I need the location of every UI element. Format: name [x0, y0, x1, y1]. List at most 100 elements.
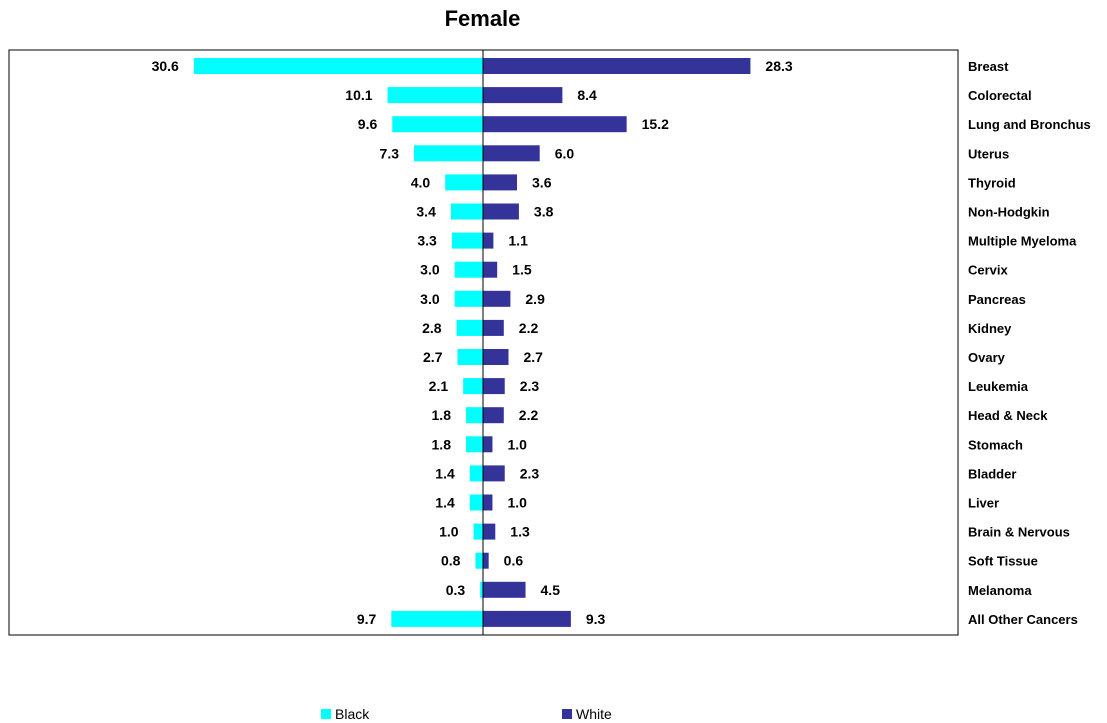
bar-white-bladder [483, 465, 505, 482]
category-label-cervix: Cervix [968, 263, 1009, 278]
legend-swatch-white [562, 709, 572, 719]
bar-black-head-and-neck [465, 407, 483, 424]
legend-label-white: White [576, 706, 612, 722]
label-white-stomach: 1.0 [507, 436, 527, 452]
category-label-liver: Liver [968, 496, 999, 511]
legend-item-black: Black [321, 705, 369, 723]
bar-black-pancreas [454, 290, 483, 307]
label-white-liver: 1.0 [507, 495, 527, 511]
label-white-lung-and-bronchus: 15.2 [642, 116, 669, 132]
bar-white-pancreas [483, 290, 511, 307]
category-label-brain-and-nervous: Brain & Nervous [968, 525, 1070, 540]
label-black-uterus: 7.3 [380, 145, 400, 161]
category-label-breast: Breast [968, 59, 1009, 74]
bar-black-lung-and-bronchus [392, 116, 483, 133]
bar-black-brain-and-nervous [473, 523, 483, 540]
label-black-bladder: 1.4 [435, 465, 455, 481]
label-white-non-hodgkin: 3.8 [534, 204, 554, 220]
bar-black-thyroid [445, 174, 483, 191]
label-white-cervix: 1.5 [512, 262, 532, 278]
label-white-melanoma: 4.5 [541, 582, 561, 598]
bar-black-bladder [469, 465, 483, 482]
bar-white-cervix [483, 261, 498, 278]
label-black-leukemia: 2.1 [429, 378, 449, 394]
label-white-bladder: 2.3 [520, 465, 540, 481]
label-black-cervix: 3.0 [420, 262, 440, 278]
bar-white-melanoma [483, 581, 526, 598]
bar-black-kidney [456, 319, 483, 336]
bar-black-multiple-myeloma [451, 232, 483, 249]
bar-white-head-and-neck [483, 407, 504, 424]
label-black-colorectal: 10.1 [345, 87, 372, 103]
label-black-head-and-neck: 1.8 [432, 407, 452, 423]
label-black-breast: 30.6 [152, 58, 179, 74]
label-white-brain-and-nervous: 1.3 [510, 524, 530, 540]
label-white-ovary: 2.7 [524, 349, 544, 365]
bar-black-all-other-cancers [391, 610, 483, 627]
label-black-non-hodgkin: 3.4 [416, 204, 436, 220]
label-white-all-other-cancers: 9.3 [586, 611, 606, 627]
label-white-thyroid: 3.6 [532, 174, 552, 190]
bar-white-ovary [483, 349, 509, 365]
bar-white-multiple-myeloma [483, 232, 494, 249]
label-black-melanoma: 0.3 [446, 582, 466, 598]
category-label-soft-tissue: Soft Tissue [968, 554, 1038, 569]
label-white-uterus: 6.0 [555, 145, 575, 161]
label-black-ovary: 2.7 [423, 349, 443, 365]
bar-white-leukemia [483, 378, 505, 395]
category-label-stomach: Stomach [968, 437, 1023, 452]
bar-white-soft-tissue [483, 552, 489, 569]
label-white-soft-tissue: 0.6 [504, 553, 524, 569]
bar-black-liver [469, 494, 483, 511]
label-black-liver: 1.4 [435, 495, 455, 511]
bar-white-non-hodgkin [483, 203, 519, 220]
legend-swatch-black [321, 709, 331, 719]
legend-label-black: Black [335, 706, 370, 722]
category-label-non-hodgkin: Non-Hodgkin [968, 205, 1050, 220]
label-white-multiple-myeloma: 1.1 [508, 233, 528, 249]
category-label-kidney: Kidney [968, 321, 1012, 336]
bar-black-ovary [457, 349, 483, 365]
bar-white-colorectal [483, 87, 563, 104]
category-label-pancreas: Pancreas [968, 292, 1026, 307]
category-label-melanoma: Melanoma [968, 583, 1032, 598]
bar-white-kidney [483, 319, 504, 336]
bar-black-leukemia [463, 378, 483, 395]
category-label-colorectal: Colorectal [968, 88, 1032, 103]
label-black-lung-and-bronchus: 9.6 [358, 116, 378, 132]
label-black-all-other-cancers: 9.7 [357, 611, 377, 627]
bar-white-liver [483, 494, 493, 511]
category-label-bladder: Bladder [968, 466, 1016, 481]
category-label-all-other-cancers: All Other Cancers [968, 612, 1078, 627]
category-label-uterus: Uterus [968, 146, 1009, 161]
bar-black-non-hodgkin [450, 203, 483, 220]
label-white-colorectal: 8.4 [577, 87, 597, 103]
category-label-head-and-neck: Head & Neck [968, 408, 1048, 423]
label-black-thyroid: 4.0 [411, 174, 431, 190]
bar-black-soft-tissue [475, 552, 483, 569]
bar-black-colorectal [387, 87, 483, 104]
bar-white-stomach [483, 436, 493, 453]
category-label-leukemia: Leukemia [968, 379, 1029, 394]
label-white-head-and-neck: 2.2 [519, 407, 539, 423]
bar-black-breast [193, 58, 483, 74]
category-label-multiple-myeloma: Multiple Myeloma [968, 234, 1077, 249]
bar-white-thyroid [483, 174, 518, 191]
label-black-brain-and-nervous: 1.0 [439, 524, 459, 540]
bar-white-lung-and-bronchus [483, 116, 627, 133]
bar-black-stomach [465, 436, 483, 453]
bar-white-breast [483, 58, 751, 74]
bar-white-uterus [483, 145, 540, 162]
bar-white-all-other-cancers [483, 610, 571, 627]
category-label-thyroid: Thyroid [968, 175, 1016, 190]
bar-black-melanoma [480, 581, 483, 598]
chart-title: Female [444, 6, 521, 31]
label-black-kidney: 2.8 [422, 320, 442, 336]
label-white-leukemia: 2.3 [520, 378, 540, 394]
label-black-pancreas: 3.0 [420, 291, 440, 307]
bar-black-cervix [454, 261, 483, 278]
bar-black-uterus [414, 145, 483, 162]
label-black-soft-tissue: 0.8 [441, 553, 461, 569]
